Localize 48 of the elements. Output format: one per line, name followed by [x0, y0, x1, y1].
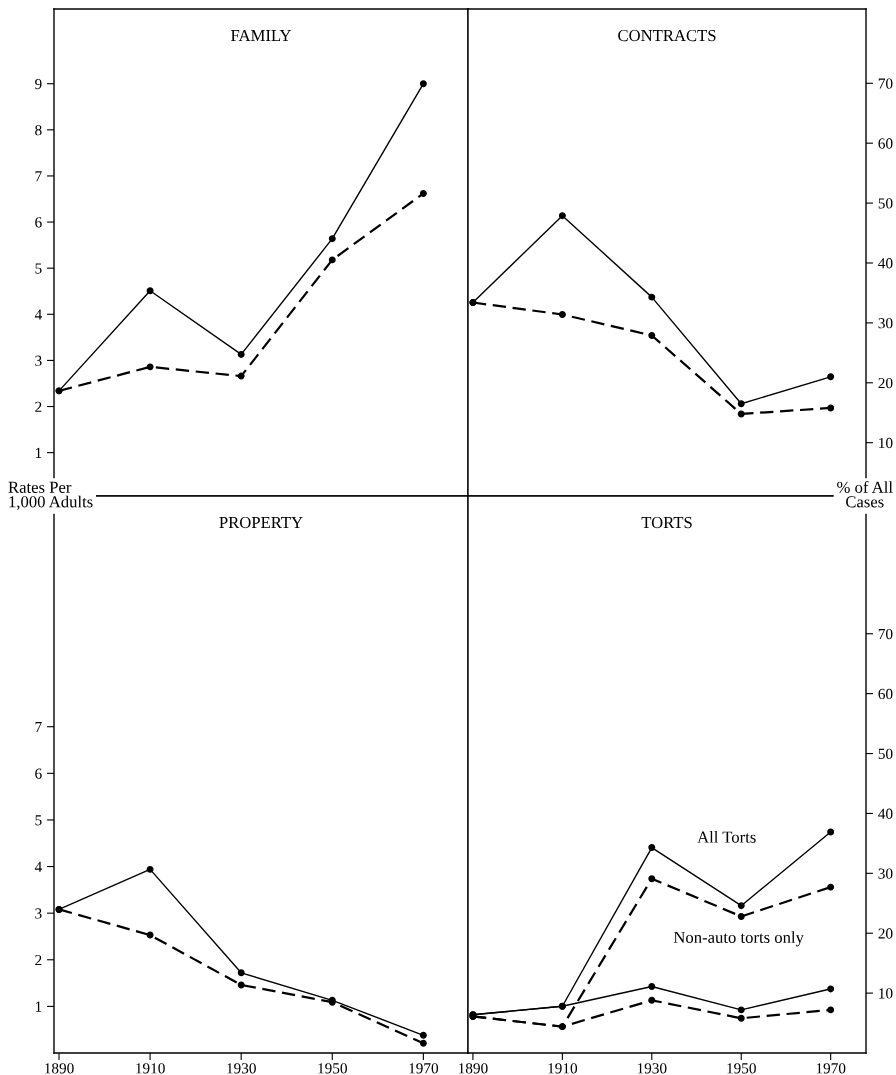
y-tick-label: 9 — [35, 78, 42, 90]
y2-tick-label: 10 — [879, 988, 893, 999]
x-tick-label: 1950 — [727, 1063, 756, 1074]
x-tick-label: 1950 — [318, 1063, 347, 1074]
y-tick-label: 5 — [35, 263, 42, 274]
y2-tick-label: 60 — [878, 688, 893, 700]
x-tick-label: 1930 — [637, 1063, 667, 1074]
y-tick-label: 3 — [35, 355, 42, 366]
x-tick-label: 1970 — [816, 1063, 846, 1074]
x-tick-label: 1890 — [458, 1063, 488, 1074]
y-tick-label: 8 — [35, 124, 42, 136]
y2-axis-title: % of All Cases — [837, 481, 893, 508]
y2-tick-label: 40 — [878, 258, 893, 269]
annotation: Non-auto torts only — [673, 931, 804, 947]
y-tick-label: 2 — [35, 954, 42, 966]
y2-tick-label: 60 — [878, 138, 893, 149]
y2-tick-label: 30 — [878, 318, 893, 329]
y-tick-label: 5 — [35, 815, 42, 826]
text: TORTS — [641, 516, 692, 529]
text: CONTRACTS — [618, 29, 716, 42]
y-tick-label: 7 — [35, 171, 42, 182]
annotation: All Torts — [697, 831, 756, 843]
y2-tick-label: 70 — [878, 628, 893, 640]
y-tick-label: 1 — [35, 447, 42, 458]
y-tick-label: 1 — [35, 1001, 42, 1012]
y2-tick-label: 30 — [878, 868, 893, 879]
x-tick-label: 1910 — [548, 1063, 578, 1074]
y2-tick-label: 40 — [878, 808, 893, 819]
text: FAMILY — [230, 30, 292, 42]
y-tick-label: 4 — [34, 309, 42, 320]
x-tick-label: 1890 — [45, 1063, 74, 1074]
y2-tick-label: 70 — [878, 78, 893, 89]
y2-tick-label: 50 — [878, 198, 893, 209]
x-tick-label: 1970 — [409, 1063, 439, 1074]
y-tick-label: 3 — [35, 908, 42, 919]
y-tick-label: 6 — [35, 217, 42, 228]
y2-tick-label: 10 — [879, 437, 893, 449]
x-tick-label: 1910 — [136, 1063, 165, 1074]
y-tick-label: 7 — [35, 722, 42, 733]
y2-tick-label: 20 — [878, 377, 893, 389]
y2-tick-label: 50 — [878, 748, 893, 759]
y-tick-label: 2 — [35, 401, 42, 412]
y-tick-label: 6 — [35, 768, 42, 779]
y-axis-title: Rates Per 1,000 Adults — [8, 481, 93, 510]
text: PROPERTY — [219, 516, 303, 529]
x-tick-label: 1930 — [227, 1063, 256, 1074]
y2-tick-label: 20 — [878, 928, 893, 939]
y-tick-label: 4 — [34, 861, 42, 872]
